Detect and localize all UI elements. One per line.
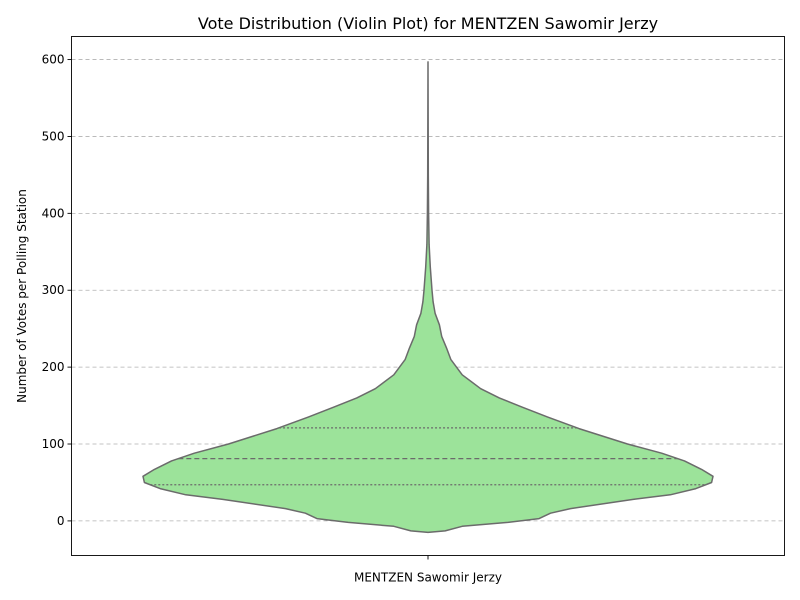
y-tick-label: 0 bbox=[57, 514, 65, 528]
y-tick-label: 600 bbox=[42, 53, 65, 67]
y-axis-ticks: 0 100 200 300 400 500 600 bbox=[42, 53, 72, 528]
y-axis-label: Number of Votes per Polling Station bbox=[15, 189, 29, 403]
violin-body bbox=[142, 61, 714, 534]
x-axis-ticks: MENTZEN Sawomir Jerzy bbox=[354, 555, 502, 585]
y-tick-label: 300 bbox=[42, 283, 65, 297]
y-tick-label: 500 bbox=[42, 129, 65, 143]
y-tick-label: 400 bbox=[42, 206, 65, 220]
violin-layer bbox=[142, 61, 714, 534]
y-tick-label: 100 bbox=[42, 437, 65, 451]
y-tick-label: 200 bbox=[42, 360, 65, 374]
chart-title: Vote Distribution (Violin Plot) for MENT… bbox=[198, 14, 658, 33]
x-tick-label: MENTZEN Sawomir Jerzy bbox=[354, 571, 502, 585]
